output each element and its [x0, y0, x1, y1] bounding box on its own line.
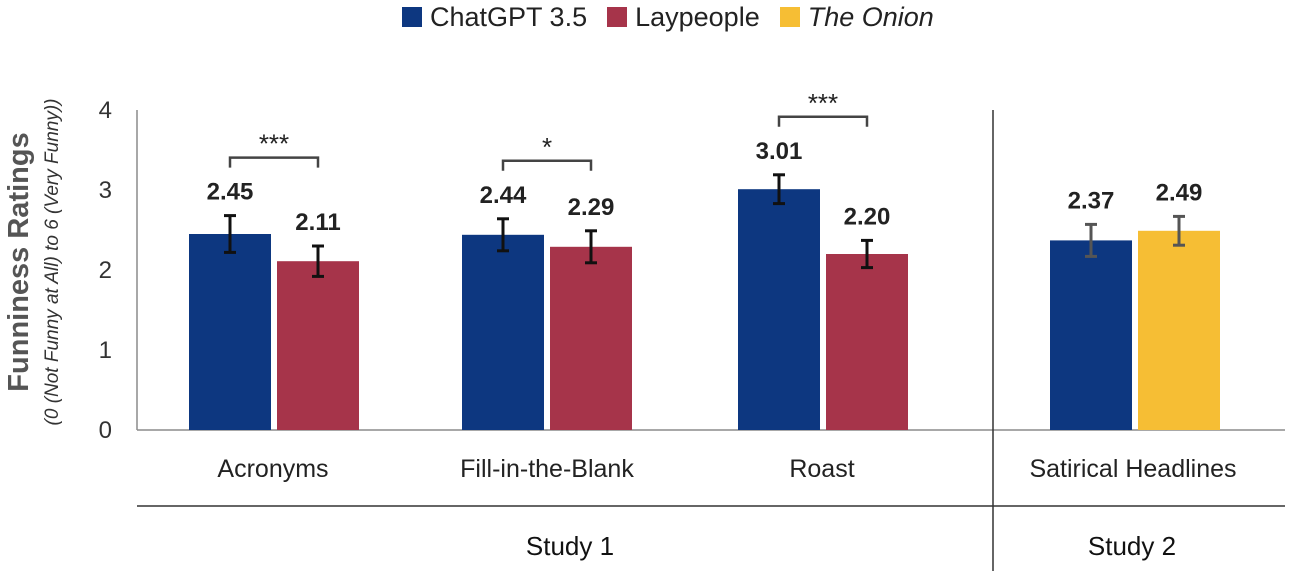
category-label-2: Roast	[789, 455, 854, 483]
legend: ChatGPT 3.5 Laypeople The Onion	[402, 0, 934, 34]
data-label-3-1: 2.49	[1156, 179, 1203, 206]
y-axis-title: Funniness Ratings	[3, 132, 35, 391]
bar-0-laypeople	[277, 261, 359, 430]
y-tick-label-3: 3	[99, 177, 112, 204]
data-label-2-1: 2.20	[844, 203, 891, 230]
bar-0-chatgpt-3-5	[189, 234, 271, 430]
legend-item-onion[interactable]: The Onion	[779, 1, 934, 33]
y-tick-label-0: 0	[99, 417, 112, 444]
significance-label-1: *	[542, 132, 552, 162]
bar-1-chatgpt-3-5	[462, 234, 544, 430]
data-label-2-0: 3.01	[756, 138, 803, 165]
significance-label-2: ***	[808, 88, 838, 118]
y-tick-label-1: 1	[99, 337, 112, 364]
y-axis-subtitle: (0 (Not Funny at All) to 6 (Very Funny))	[42, 99, 63, 426]
bar-2-laypeople	[826, 254, 908, 430]
bar-3-chatgpt-3-5	[1050, 240, 1132, 430]
data-label-0-0: 2.45	[207, 179, 254, 206]
bar-1-laypeople	[550, 246, 632, 430]
study-label-1: Study 1	[526, 531, 614, 561]
legend-swatch-chatgpt	[402, 7, 422, 27]
legend-item-laypeople[interactable]: Laypeople	[607, 2, 760, 33]
study-label-2: Study 2	[1088, 531, 1176, 561]
data-label-3-0: 2.37	[1068, 187, 1115, 214]
data-label-0-1: 2.11	[295, 209, 340, 236]
legend-swatch-laypeople	[607, 7, 628, 27]
legend-label-onion: The Onion	[807, 1, 934, 32]
significance-bracket-1	[501, 159, 593, 171]
legend-swatch-onion	[779, 7, 800, 27]
bar-3-the-onion	[1138, 230, 1220, 430]
legend-label-laypeople: Laypeople	[635, 1, 760, 32]
significance-bracket-2	[777, 115, 869, 127]
data-label-1-0: 2.44	[480, 182, 527, 209]
significance-bracket-0	[228, 156, 320, 168]
category-label-0: Acronyms	[217, 455, 328, 483]
legend-label-chatgpt: ChatGPT 3.5	[430, 1, 588, 32]
y-tick-label-4: 4	[99, 97, 112, 124]
category-label-3: Satirical Headlines	[1029, 455, 1236, 483]
bar-2-chatgpt-3-5	[738, 189, 820, 430]
data-label-1-1: 2.29	[568, 194, 615, 221]
significance-label-0: ***	[259, 129, 289, 159]
y-tick-label-2: 2	[99, 257, 112, 284]
category-label-1: Fill-in-the-Blank	[460, 455, 634, 483]
legend-item-chatgpt[interactable]: ChatGPT 3.5	[402, 2, 587, 33]
